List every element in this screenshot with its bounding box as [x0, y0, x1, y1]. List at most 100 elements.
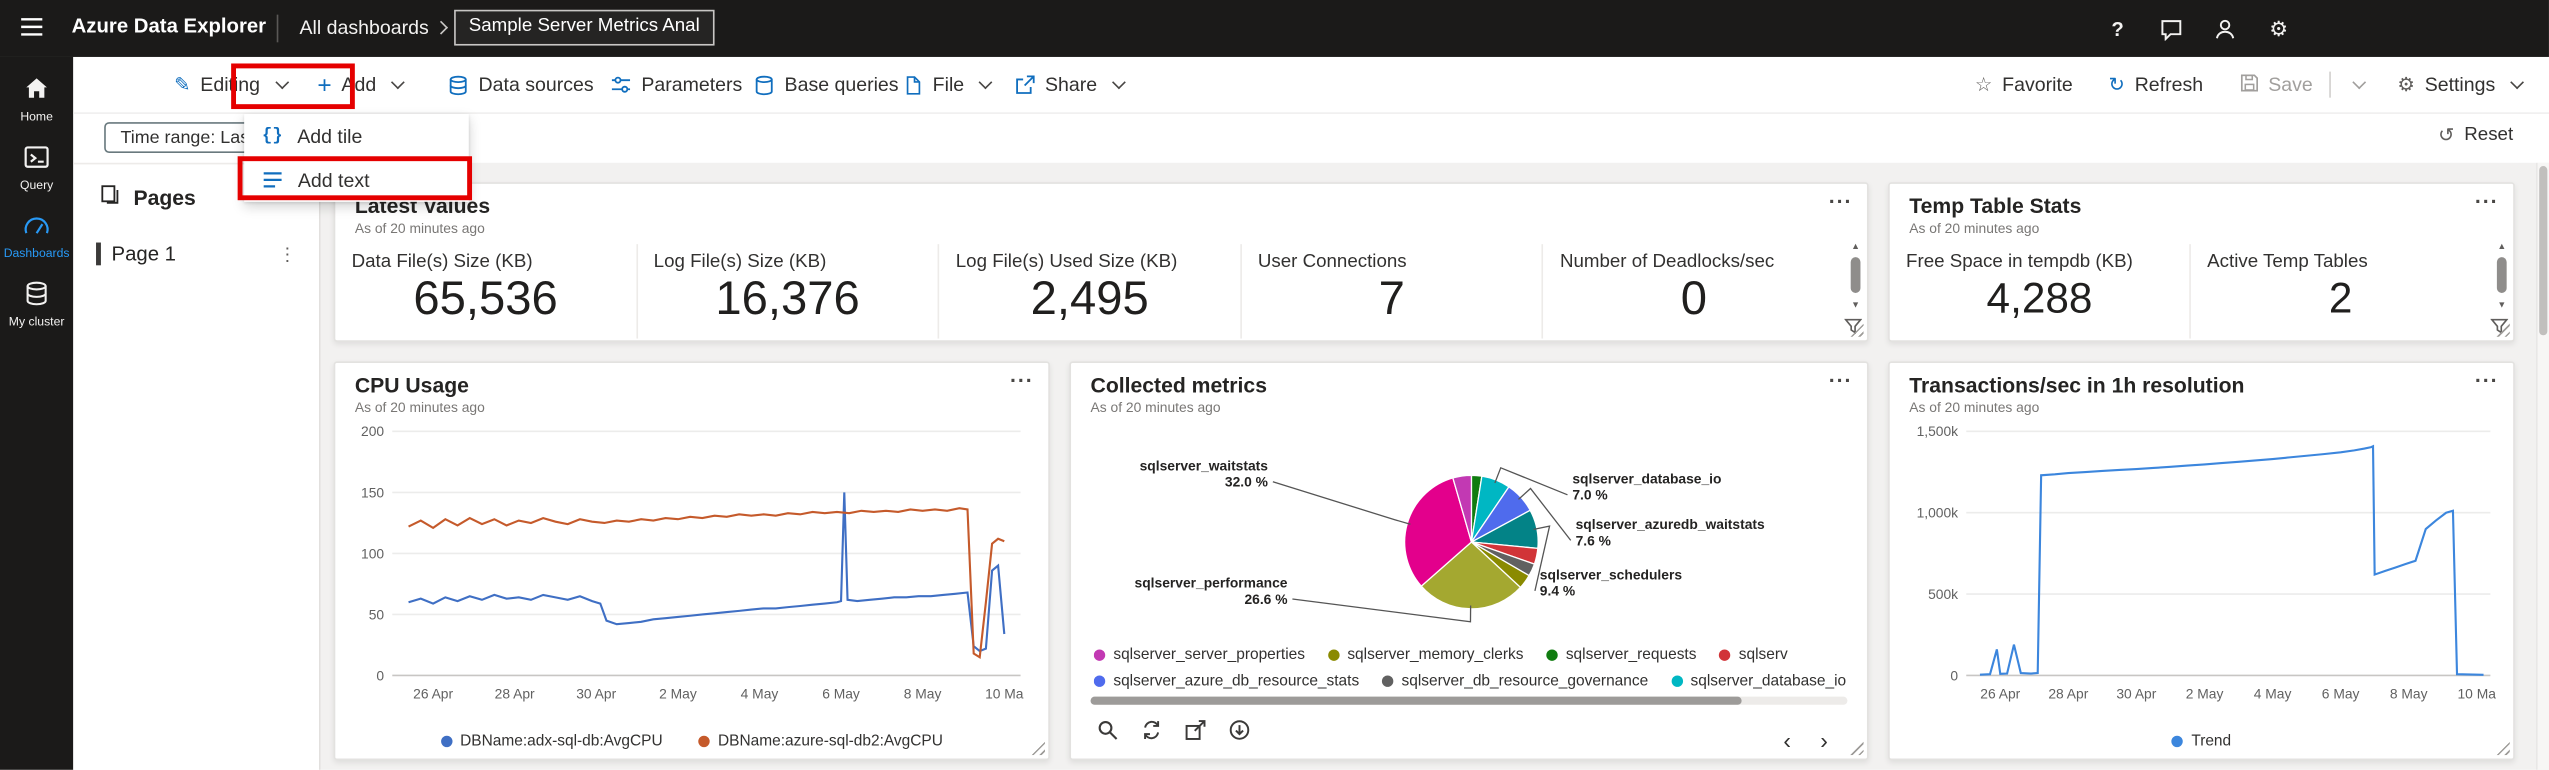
breadcrumb-all-dashboards[interactable]: All dashboards — [299, 16, 429, 40]
scroll-up-icon[interactable]: ▲ — [1851, 242, 1861, 253]
more-menu-icon[interactable]: ··· — [1009, 367, 1034, 393]
page-list-item[interactable]: Page 1 ⋮ — [73, 233, 319, 275]
dashboards-icon — [24, 217, 49, 234]
legend-item[interactable]: DBName:adx-sql-db:AvgCPU — [440, 732, 663, 750]
legend-item[interactable]: sqlserv — [1719, 646, 1788, 664]
legend-dot — [698, 735, 710, 748]
save-button[interactable]: Save — [2239, 71, 2366, 98]
account-icon[interactable] — [2212, 15, 2238, 41]
download-icon[interactable] — [1229, 719, 1250, 748]
dashboard-title-input[interactable]: Sample Server Metrics Anal — [454, 9, 715, 46]
hamburger-menu-icon[interactable] — [20, 16, 44, 45]
page-options-kebab-icon[interactable]: ⋮ — [278, 243, 319, 265]
add-button[interactable]: + Add — [317, 57, 405, 112]
split-button-divider — [2329, 71, 2331, 98]
scroll-down-icon[interactable]: ▼ — [2497, 300, 2507, 311]
sidebar-item-query[interactable]: Query — [0, 142, 73, 192]
chevron-right-icon — [434, 20, 449, 35]
legend-horizontal-scrollbar[interactable] — [1090, 696, 1848, 705]
base-queries-icon — [754, 74, 775, 95]
topbar-divider — [276, 14, 279, 43]
tile-scrollbar[interactable]: ▲ ▼ — [1847, 242, 1863, 311]
share-menu-button[interactable]: Share — [1014, 57, 1126, 112]
tile-refresh-status: As of 20 minutes ago — [354, 219, 485, 237]
tile-collected-metrics[interactable]: Collected metrics As of 20 minutes ago ·… — [1069, 361, 1869, 761]
sidebar-item-dashboards[interactable]: Dashboards — [0, 210, 73, 260]
portal-settings-icon[interactable]: ⚙ — [2266, 15, 2292, 41]
menu-item-add-text[interactable]: Add text — [244, 158, 469, 202]
scroll-up-icon[interactable]: ▲ — [2497, 242, 2507, 253]
help-icon[interactable]: ? — [2105, 15, 2131, 41]
selected-page-indicator — [96, 242, 101, 266]
legend-item[interactable]: sqlserver_azure_db_resource_stats — [1093, 672, 1359, 690]
legend-item[interactable]: DBName:azure-sql-db2:AvgCPU — [698, 732, 943, 750]
feedback-icon[interactable] — [2158, 15, 2184, 41]
chevron-down-icon — [979, 75, 993, 90]
svg-text:50: 50 — [369, 606, 385, 622]
parameters-button[interactable]: Parameters — [610, 57, 742, 112]
svg-text:8 May: 8 May — [2390, 685, 2428, 701]
cluster-database-icon — [26, 281, 47, 306]
svg-text:28 Apr: 28 Apr — [2048, 685, 2088, 701]
tile-resize-handle[interactable] — [1849, 740, 1864, 756]
base-queries-button[interactable]: Base queries — [754, 57, 899, 112]
more-menu-icon[interactable]: ··· — [1828, 367, 1853, 393]
open-in-new-icon[interactable] — [1185, 719, 1206, 748]
scrollbar-thumb[interactable] — [2496, 256, 2507, 293]
data-sources-button[interactable]: Data sources — [448, 57, 594, 112]
scroll-down-icon[interactable]: ▼ — [1851, 300, 1861, 311]
scrollbar-thumb[interactable] — [1850, 256, 1861, 293]
tile-refresh-status: As of 20 minutes ago — [1909, 219, 2040, 237]
svg-text:6 May: 6 May — [2322, 685, 2360, 701]
legend-item[interactable]: sqlserver_db_resource_governance — [1381, 672, 1648, 690]
favorite-button[interactable]: ☆ Favorite — [1974, 73, 2073, 97]
svg-text:6 May: 6 May — [822, 685, 860, 701]
topbar-actions: ? ⚙ — [2105, 0, 2292, 57]
file-menu-button[interactable]: File — [903, 57, 993, 112]
scrollbar-thumb[interactable] — [2539, 166, 2548, 336]
sidebar-item-my-cluster[interactable]: My cluster — [0, 278, 73, 329]
chevron-down-icon — [2510, 75, 2525, 90]
svg-text:sqlserver_performance: sqlserver_performance — [1135, 575, 1288, 591]
star-icon: ☆ — [1974, 73, 1993, 97]
tile-temp-table-stats[interactable]: Temp Table Stats As of 20 minutes ago ··… — [1888, 182, 2515, 342]
stat-row: Data File(s) Size (KB) 65,536 Log File(s… — [335, 244, 1844, 339]
tile-scrollbar[interactable]: ▲ ▼ — [2494, 242, 2510, 311]
scrollbar-thumb[interactable] — [1090, 696, 1742, 705]
tile-refresh-status: As of 20 minutes ago — [1090, 398, 1221, 416]
rerun-query-icon[interactable] — [1141, 719, 1162, 748]
editing-mode-button[interactable]: ✎ Editing — [174, 57, 289, 112]
svg-text:1,500k: 1,500k — [1917, 423, 1959, 439]
menu-item-add-tile[interactable]: {} Add tile — [244, 114, 469, 158]
more-menu-icon[interactable]: ··· — [2474, 367, 2499, 393]
canvas-scrollbar[interactable] — [2535, 162, 2549, 770]
reset-button[interactable]: ↺ Reset — [2438, 123, 2514, 147]
refresh-button[interactable]: ↻ Refresh — [2108, 73, 2204, 97]
next-page-icon[interactable]: › — [1820, 727, 1828, 754]
legend-item[interactable]: sqlserver_requests — [1546, 646, 1696, 664]
pencil-icon: ✎ — [174, 73, 191, 97]
previous-page-icon[interactable]: ‹ — [1783, 727, 1792, 754]
settings-button[interactable]: ⚙ Settings — [2397, 73, 2525, 96]
home-icon — [26, 78, 47, 98]
tile-transactions[interactable]: Transactions/sec in 1h resolution As of … — [1888, 361, 2515, 761]
sidebar-item-home[interactable]: Home — [0, 73, 73, 124]
tile-latest-values[interactable]: Latest Values As of 20 minutes ago ··· D… — [333, 182, 1869, 342]
svg-text:30 Apr: 30 Apr — [2116, 685, 2156, 701]
legend-dot — [440, 735, 452, 748]
svg-text:sqlserver_azuredb_waitstats: sqlserver_azuredb_waitstats — [1576, 516, 1765, 532]
transactions-line-chart: 0 500k 1,000k 1,500k 26 Apr 28 Apr 30 Apr 2 May… — [1917, 423, 2497, 701]
refresh-icon: ↻ — [2108, 73, 2125, 97]
search-icon[interactable] — [1097, 719, 1118, 748]
app-title[interactable]: Azure Data Explorer — [71, 14, 267, 38]
svg-text:sqlserver_schedulers: sqlserver_schedulers — [1540, 566, 1683, 582]
more-menu-icon[interactable]: ··· — [1828, 188, 1853, 214]
legend-item[interactable]: Trend — [2171, 732, 2231, 750]
more-menu-icon[interactable]: ··· — [2474, 188, 2499, 214]
legend-item[interactable]: sqlserver_memory_clerks — [1327, 646, 1524, 664]
legend-item[interactable]: sqlserver_database_io — [1671, 672, 1846, 690]
legend-item[interactable]: sqlserver_server_properties — [1093, 646, 1305, 664]
tile-cpu-usage[interactable]: CPU Usage As of 20 minutes ago ··· 0 50 10… — [333, 361, 1050, 761]
pages-panel: Pages Page 1 ⋮ — [73, 162, 321, 770]
